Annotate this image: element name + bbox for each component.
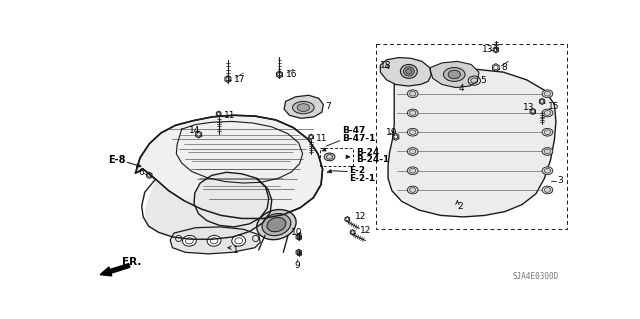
Ellipse shape xyxy=(407,90,418,98)
Text: 18: 18 xyxy=(380,61,392,70)
Text: E-2: E-2 xyxy=(349,166,365,175)
Ellipse shape xyxy=(406,69,412,74)
Text: 4: 4 xyxy=(459,84,465,93)
Text: 6: 6 xyxy=(139,168,145,177)
Ellipse shape xyxy=(182,235,196,246)
Text: 11: 11 xyxy=(316,134,328,143)
Text: B-24: B-24 xyxy=(356,148,380,157)
Polygon shape xyxy=(136,115,323,219)
Ellipse shape xyxy=(444,68,465,81)
Text: E-8: E-8 xyxy=(108,155,125,165)
Text: 3: 3 xyxy=(557,176,563,185)
Text: E-2-1: E-2-1 xyxy=(349,174,375,183)
Text: 13: 13 xyxy=(482,45,493,54)
Ellipse shape xyxy=(267,218,286,232)
Text: SJA4E0300D: SJA4E0300D xyxy=(513,272,559,281)
Ellipse shape xyxy=(401,64,417,78)
Bar xyxy=(376,44,566,229)
Ellipse shape xyxy=(232,235,246,246)
Polygon shape xyxy=(431,61,479,87)
Ellipse shape xyxy=(403,67,414,76)
Ellipse shape xyxy=(542,109,553,117)
Ellipse shape xyxy=(542,90,553,98)
Ellipse shape xyxy=(542,148,553,155)
Text: 16: 16 xyxy=(285,70,297,79)
FancyArrow shape xyxy=(100,263,130,276)
Text: 10: 10 xyxy=(291,228,303,237)
Text: 17: 17 xyxy=(234,75,246,84)
Ellipse shape xyxy=(542,186,553,194)
Ellipse shape xyxy=(407,128,418,136)
Text: 19: 19 xyxy=(386,128,397,137)
Polygon shape xyxy=(145,172,272,239)
Text: B-24-1: B-24-1 xyxy=(356,155,390,164)
Text: 15: 15 xyxy=(548,101,560,111)
Ellipse shape xyxy=(297,104,310,111)
Ellipse shape xyxy=(207,235,221,246)
Text: 7: 7 xyxy=(325,101,331,111)
Text: B-47: B-47 xyxy=(342,126,365,135)
Text: 11: 11 xyxy=(224,111,236,120)
Polygon shape xyxy=(388,69,556,217)
Ellipse shape xyxy=(542,128,553,136)
Ellipse shape xyxy=(292,101,314,114)
Text: 12: 12 xyxy=(355,212,366,221)
Text: 13: 13 xyxy=(523,103,534,112)
Text: 1: 1 xyxy=(232,246,238,255)
Ellipse shape xyxy=(542,167,553,174)
Text: FR.: FR. xyxy=(122,257,141,267)
Ellipse shape xyxy=(324,153,335,161)
Text: 9: 9 xyxy=(294,261,300,270)
Ellipse shape xyxy=(262,213,291,236)
Polygon shape xyxy=(170,227,260,254)
Bar xyxy=(320,148,353,166)
Ellipse shape xyxy=(407,186,418,194)
Text: B-47-1: B-47-1 xyxy=(342,134,375,143)
Ellipse shape xyxy=(448,70,460,79)
Polygon shape xyxy=(284,95,323,118)
Text: 2: 2 xyxy=(458,202,463,211)
Ellipse shape xyxy=(407,148,418,155)
Ellipse shape xyxy=(407,167,418,174)
Ellipse shape xyxy=(257,210,296,240)
Text: 12: 12 xyxy=(360,226,372,235)
Ellipse shape xyxy=(407,109,418,117)
Text: 14: 14 xyxy=(189,126,201,135)
Polygon shape xyxy=(380,57,431,86)
Text: 5: 5 xyxy=(481,76,486,85)
Text: 8: 8 xyxy=(501,63,507,72)
